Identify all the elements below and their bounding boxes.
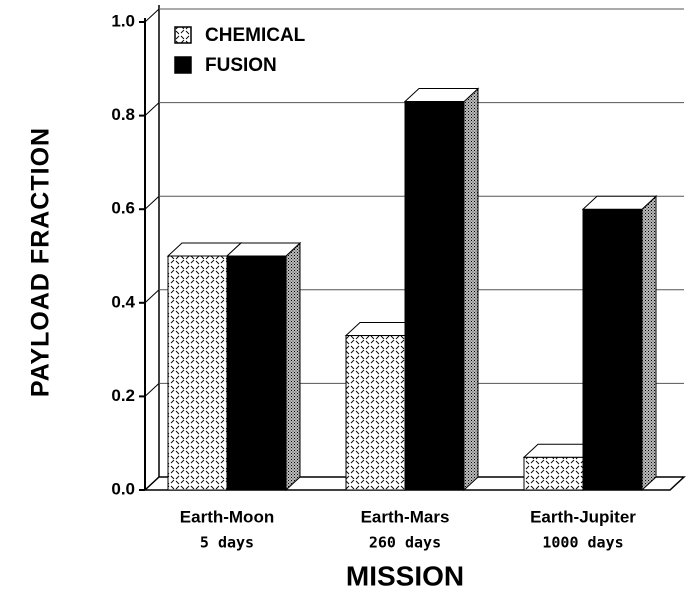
- y-axis-title: PAYLOAD FRACTION: [27, 127, 55, 397]
- y-tick-label: 0.0: [111, 479, 135, 498]
- x-tick-label: Earth-Jupiter: [530, 507, 636, 526]
- bar: [523, 456, 584, 491]
- y-tick-label: 1.0: [111, 11, 135, 30]
- y-tick-label: 0.6: [111, 199, 135, 218]
- bar-top: [225, 242, 302, 257]
- grid-diagonal: [144, 102, 160, 116]
- grid-diagonal: [144, 195, 160, 210]
- y-tick-label: 0.8: [111, 105, 135, 124]
- bar-side: [641, 195, 657, 492]
- bar: [404, 101, 465, 491]
- bar-side: [285, 241, 301, 492]
- bar: [226, 255, 287, 491]
- bar: [345, 335, 406, 491]
- x-axis-title: MISSION: [346, 560, 464, 591]
- legend-swatch: [174, 56, 192, 74]
- legend-label: CHEMICAL: [205, 25, 306, 46]
- bar-top: [581, 195, 658, 210]
- x-tick-label: Earth-Mars: [361, 507, 450, 526]
- y-tick-label: 0.2: [111, 386, 135, 405]
- grid-diagonal: [144, 289, 160, 304]
- bar: [167, 255, 228, 491]
- bar-side: [463, 87, 479, 492]
- x-tick-sublabel: 1000 days: [542, 534, 623, 552]
- x-tick-label: Earth-Moon: [180, 507, 274, 526]
- legend-label: FUSION: [205, 55, 277, 76]
- grid-diagonal: [144, 383, 160, 397]
- x-tick-sublabel: 5 days: [200, 534, 254, 552]
- grid-diagonal: [144, 8, 160, 23]
- legend-swatch: [174, 26, 192, 44]
- y-tick-label: 0.4: [111, 292, 135, 311]
- bar-top: [403, 88, 480, 103]
- bar: [582, 208, 643, 491]
- x-tick-sublabel: 260 days: [369, 534, 441, 552]
